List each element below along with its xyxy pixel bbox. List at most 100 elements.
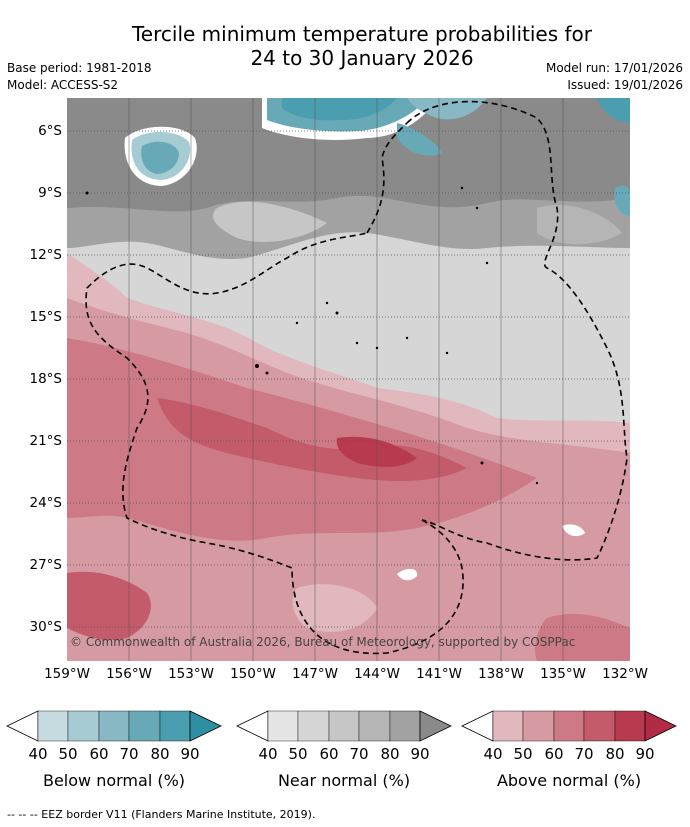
lat-label-12s: 12°S [29,247,63,263]
above-normal-swatch-50 [522,710,555,742]
above-normal-colorbar [461,710,677,746]
above-normal-colorbar-svg [461,710,677,742]
below-normal-60-region [407,98,487,120]
below-normal-swatch-under [6,710,39,742]
below-tick-90: 90 [180,745,200,763]
lon-label-138w: 138°W [478,666,524,682]
above-normal-swatch-under [461,710,494,742]
meta-right: Model run: 17/01/2026 Issued: 19/01/2026 [546,60,683,94]
below-normal-colorbar-svg [6,710,222,742]
above-normal-60-region [535,613,630,661]
above-normal-70-region [67,571,151,640]
near-normal-70-patch [213,201,327,243]
above-normal-40-patch [292,584,377,632]
above-normal-swatch-70 [583,710,616,742]
near-normal-swatch-90 [419,710,452,742]
lat-gridlines [67,130,630,628]
lat-label-27s: 27°S [29,557,63,573]
lat-label-9s: 9°S [38,185,62,201]
below-tick-80: 80 [150,745,170,763]
above-normal-label: Above normal (%) [496,771,642,790]
map-title: Tercile minimum temperature probabilitie… [131,22,593,70]
near-normal-label: Near normal (%) [277,771,411,790]
white-gap-patch [397,568,418,581]
lon-label-150w: 150°W [230,666,276,682]
lat-label-15s: 15°S [29,309,63,325]
below-normal-80-patch [597,98,630,123]
below-normal-70-patch [614,185,630,216]
lon-label-153w: 153°W [168,666,214,682]
islands [85,186,539,485]
below-normal-swatch-60 [98,710,130,742]
model-text: Model: ACCESS-S2 [7,78,119,92]
near-normal-swatch-under [236,710,269,742]
below-normal-swatch-80 [159,710,191,742]
map-svg: © Commonwealth of Australia 2026, Bureau… [67,98,630,661]
lat-label-18s: 18°S [29,371,63,387]
eez-border-link [366,122,408,234]
below-normal-70-patch [397,123,442,156]
near-tick-60: 60 [319,745,339,763]
below-normal-swatch-70 [128,710,161,742]
near-tick-70: 70 [349,745,369,763]
eez-border-cook-islands [85,232,464,655]
below-tick-40: 40 [28,745,48,763]
eez-border-french-polynesia [406,100,628,561]
probability-map[interactable]: © Commonwealth of Australia 2026, Bureau… [67,98,630,661]
below-normal-swatch-50 [67,710,100,742]
lat-label-24s: 24°S [29,495,63,511]
near-normal-70-patch [537,204,622,245]
below-normal-swatch-90 [189,710,222,742]
lon-label-132w: 132°W [602,666,648,682]
meta-left: Base period: 1981-2018 Model: ACCESS-S2 [7,60,152,94]
lon-gridlines [128,98,564,661]
below-normal-label: Below normal (%) [42,771,186,790]
near-normal-swatch-50 [297,710,330,742]
near-tick-80: 80 [380,745,400,763]
above-tick-40: 40 [483,745,503,763]
near-tick-40: 40 [258,745,278,763]
above-normal-swatch-90 [644,710,677,742]
lon-label-156w: 156°W [106,666,152,682]
above-tick-70: 70 [574,745,594,763]
above-tick-80: 80 [605,745,625,763]
above-tick-60: 60 [544,745,564,763]
lon-label-147w: 147°W [292,666,338,682]
issued-text: Issued: 19/01/2026 [567,78,683,92]
below-normal-70-patch [141,141,179,174]
near-normal-swatch-60 [328,710,360,742]
lon-label-141w: 141°W [416,666,462,682]
copyright-text: © Commonwealth of Australia 2026, Bureau… [70,635,575,649]
eez-borders [85,100,628,655]
lon-label-144w: 144°W [354,666,400,682]
near-normal-90-region [67,98,630,212]
base-period-text: Base period: 1981-2018 [7,61,152,75]
above-normal-swatch-60 [553,710,585,742]
lat-label-30s: 30°S [29,619,63,635]
lat-label-6s: 6°S [38,123,62,139]
near-normal-colorbar-svg [236,710,452,742]
lon-label-135w: 135°W [540,666,586,682]
above-tick-90: 90 [635,745,655,763]
near-tick-50: 50 [288,745,308,763]
below-normal-colorbar [6,710,222,746]
below-normal-80-region [282,98,397,121]
lon-label-159w: 159°W [44,666,90,682]
near-tick-90: 90 [410,745,430,763]
white-gap-patch [562,524,585,537]
above-normal-swatch-80 [614,710,646,742]
below-tick-50: 50 [58,745,78,763]
lat-label-21s: 21°S [29,433,63,449]
near-normal-colorbar [236,710,452,746]
near-normal-swatch-80 [389,710,421,742]
near-normal-swatch-40 [267,710,299,742]
above-normal-swatch-40 [492,710,524,742]
above-tick-50: 50 [513,745,533,763]
below-normal-swatch-40 [37,710,69,742]
above-normal-60-region [67,338,537,541]
near-normal-swatch-70 [358,710,391,742]
below-tick-60: 60 [89,745,109,763]
model-run-text: Model run: 17/01/2026 [545,61,683,75]
eez-footnote: -- -- -- EEZ border V11 (Flanders Marine… [7,808,316,821]
below-tick-70: 70 [119,745,139,763]
